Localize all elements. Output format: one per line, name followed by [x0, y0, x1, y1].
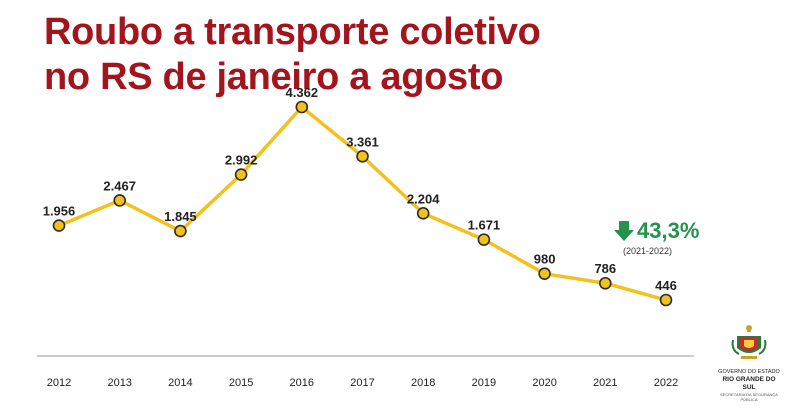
data-point-2018	[416, 207, 430, 220]
logo-line-2: RIO GRANDE DO SUL	[722, 376, 776, 391]
data-point-2020	[538, 267, 551, 280]
x-tick-label-2013: 2013	[107, 377, 131, 389]
data-label-2016: 4.362	[286, 85, 319, 100]
data-point-2019	[477, 233, 491, 246]
data-label-2017: 3.361	[346, 134, 379, 149]
data-point-2014	[174, 224, 187, 238]
data-point-2022	[659, 293, 673, 307]
x-tick-label-2022: 2022	[654, 377, 678, 389]
data-point-2017	[356, 150, 369, 163]
x-tick-label-2012: 2012	[47, 377, 71, 389]
x-tick-label-2015: 2015	[229, 377, 253, 389]
data-label-2022: 446	[655, 278, 677, 293]
x-tick-labels: 2012 2013 2014 2015 2016 2017 2018 2019 2020 2021…	[47, 377, 678, 389]
x-tick-label-2014: 2014	[168, 377, 192, 389]
data-label-2021: 786	[594, 261, 616, 276]
data-point-2013	[113, 194, 126, 207]
data-label-2020: 980	[534, 252, 556, 267]
data-point-2021	[598, 276, 612, 290]
data-label-2013: 2.467	[103, 178, 136, 193]
x-tick-label-2020: 2020	[532, 377, 556, 389]
x-tick-label-2017: 2017	[350, 377, 374, 389]
x-tick-label-2016: 2016	[290, 377, 314, 389]
x-tick-label-2021: 2021	[593, 377, 617, 389]
data-label-2015: 2.992	[225, 153, 258, 168]
data-label-2019: 1.671	[468, 218, 501, 233]
arrow-down-icon	[614, 221, 634, 241]
government-logo: GOVERNO DO ESTADO RIO GRANDE DO SUL SECR…	[716, 322, 782, 402]
data-label-2014: 1.845	[164, 209, 197, 224]
state-coat-of-arms-icon	[731, 325, 767, 359]
change-percent: 43,3%	[637, 218, 700, 243]
data-label-2012: 1.956	[43, 204, 76, 219]
x-tick-label-2019: 2019	[472, 377, 496, 389]
data-point-2012	[52, 219, 66, 232]
data-label-2018: 2.204	[407, 191, 440, 206]
chart-title-line-2: no RS de janeiro a agosto	[44, 56, 504, 98]
change-indicator: 43,3% (2021-2022)	[613, 218, 699, 256]
data-point-2015	[234, 168, 248, 181]
chart-title: Roubo a transporte coletivo no RS de jan…	[44, 10, 541, 100]
data-point-labels: 1.956 2.467 1.845 2.992 4.362 3.361 2.204 1.671…	[43, 85, 677, 293]
data-point-2016	[295, 100, 309, 114]
x-tick-label-2018: 2018	[411, 377, 435, 389]
logo-line-1: GOVERNO DO ESTADO	[718, 369, 780, 375]
logo-line-3: SECRETARIA DA SEGURANÇA PÚBLICA	[720, 392, 778, 402]
data-point-markers	[52, 100, 673, 307]
chart-title-line-1: Roubo a transporte coletivo	[44, 11, 541, 53]
change-period: (2021-2022)	[623, 246, 673, 256]
